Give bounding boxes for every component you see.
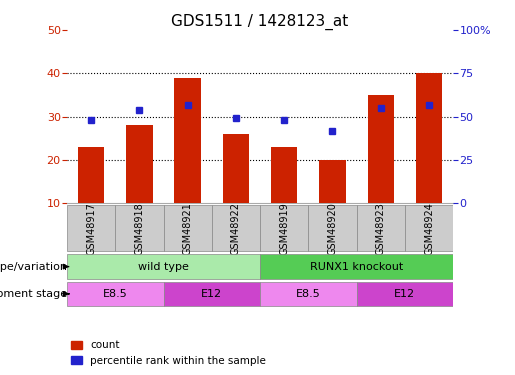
Bar — [260, 254, 453, 279]
Bar — [222, 134, 249, 203]
Text: E12: E12 — [201, 289, 222, 299]
Legend: count, percentile rank within the sample: count, percentile rank within the sample — [67, 336, 270, 370]
Bar — [260, 282, 356, 306]
Bar — [78, 147, 105, 203]
Bar — [126, 125, 152, 203]
Text: GSM48918: GSM48918 — [134, 202, 144, 255]
Bar — [368, 95, 394, 203]
Text: E8.5: E8.5 — [296, 289, 321, 299]
Text: wild type: wild type — [138, 262, 189, 272]
Text: GSM48921: GSM48921 — [183, 202, 193, 255]
Text: GSM48924: GSM48924 — [424, 202, 434, 255]
Text: GSM48922: GSM48922 — [231, 202, 241, 255]
Text: GSM48923: GSM48923 — [376, 202, 386, 255]
Bar — [67, 206, 115, 251]
Text: E12: E12 — [394, 289, 416, 299]
Text: development stage: development stage — [0, 289, 67, 299]
Bar — [416, 74, 442, 203]
Text: GSM48919: GSM48919 — [279, 202, 289, 255]
Bar — [356, 206, 405, 251]
Text: GSM48917: GSM48917 — [86, 202, 96, 255]
Title: GDS1511 / 1428123_at: GDS1511 / 1428123_at — [171, 14, 349, 30]
Text: GSM48920: GSM48920 — [328, 202, 337, 255]
Bar — [308, 206, 356, 251]
Text: RUNX1 knockout: RUNX1 knockout — [310, 262, 403, 272]
Bar — [115, 206, 163, 251]
Bar — [260, 206, 308, 251]
Bar — [163, 206, 212, 251]
Bar — [271, 147, 298, 203]
Text: genotype/variation: genotype/variation — [0, 262, 67, 272]
Text: E8.5: E8.5 — [103, 289, 128, 299]
Bar — [163, 282, 260, 306]
Bar — [212, 206, 260, 251]
Bar — [67, 282, 163, 306]
Bar — [356, 282, 453, 306]
Bar — [405, 206, 453, 251]
Bar — [319, 160, 346, 203]
Bar — [175, 78, 201, 203]
Bar — [67, 254, 260, 279]
